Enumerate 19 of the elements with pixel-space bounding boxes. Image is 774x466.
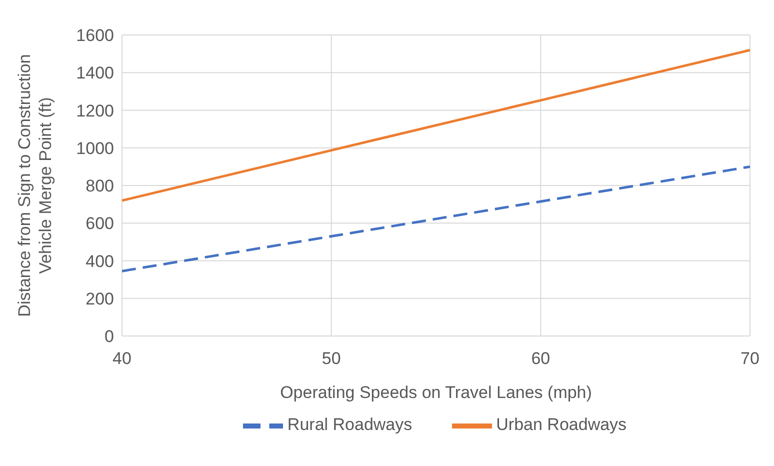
y-tick-label: 0 bbox=[104, 327, 114, 346]
legend-label: Rural Roadways bbox=[287, 415, 412, 434]
y-tick-label: 200 bbox=[86, 289, 114, 308]
line-series bbox=[122, 165, 750, 272]
y-tick-label: 1200 bbox=[76, 101, 114, 120]
y-tick-label: 1600 bbox=[76, 26, 114, 46]
legend-label: Urban Roadways bbox=[496, 415, 627, 434]
x-tick-label: 70 bbox=[740, 349, 760, 368]
y-tick-label: 400 bbox=[86, 252, 114, 271]
x-axis-title: Operating Speeds on Travel Lanes (mph) bbox=[280, 383, 592, 402]
y-tick-label: 1000 bbox=[76, 138, 114, 158]
line-series bbox=[122, 48, 750, 202]
y-axis-title: Distance from Sign to Construction Vehicle Merge Point (ft) bbox=[15, 54, 55, 317]
y-tick-label: 1400 bbox=[76, 64, 114, 83]
y-tick-label: 600 bbox=[86, 214, 114, 234]
x-tick-label: 40 bbox=[112, 349, 132, 368]
x-tick-label: 50 bbox=[322, 349, 341, 368]
y-tick-label: 800 bbox=[86, 176, 114, 196]
x-tick-label: 60 bbox=[531, 349, 550, 368]
